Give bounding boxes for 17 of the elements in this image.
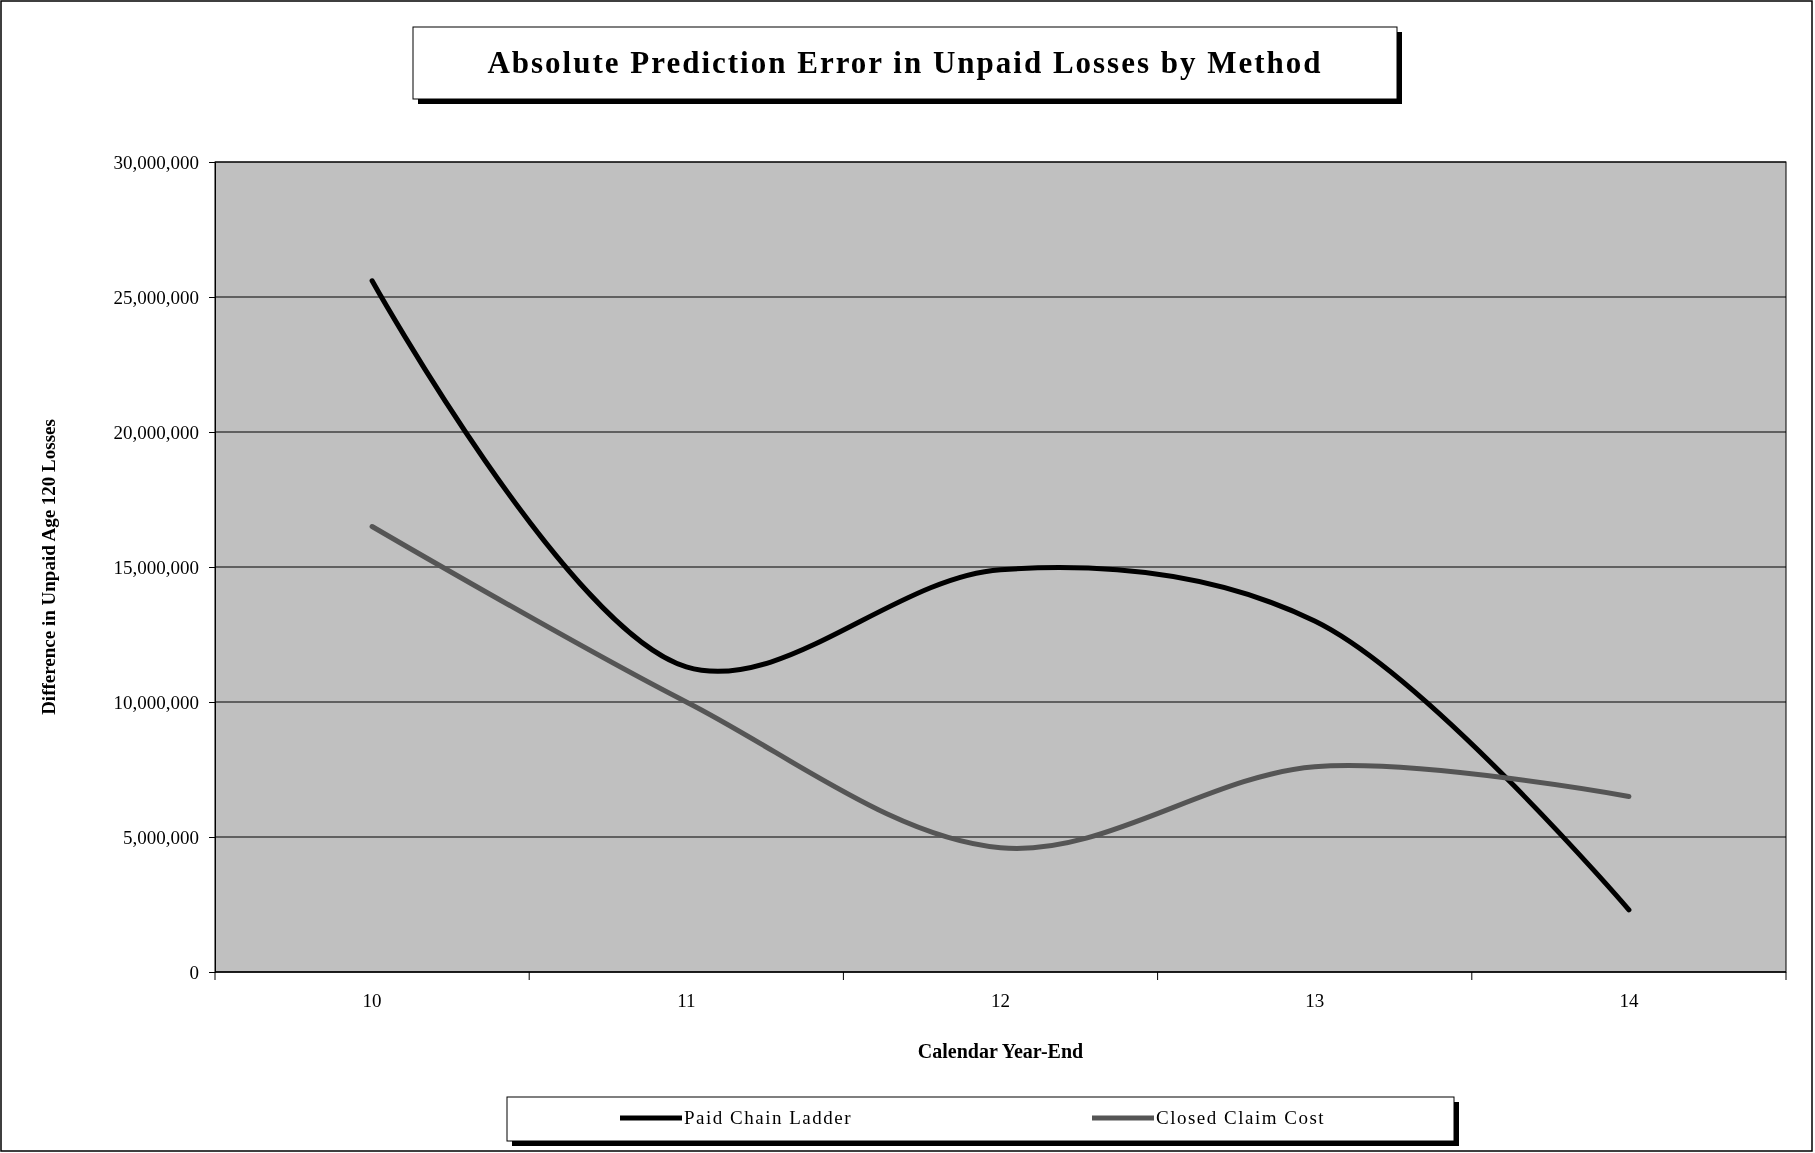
x-tick-label: 13 [1305, 990, 1325, 1012]
y-tick-label: 0 [189, 961, 199, 983]
x-axis-title: Calendar Year-End [917, 1040, 1084, 1062]
x-tick-label: 11 [677, 990, 696, 1012]
x-tick-label: 14 [1619, 990, 1639, 1012]
y-tick-label: 20,000,000 [113, 421, 199, 443]
y-tick-label: 30,000,000 [113, 151, 199, 173]
x-tick-label: 12 [991, 990, 1010, 1012]
y-tick-label: 10,000,000 [113, 691, 199, 713]
chart-title: Absolute Prediction Error in Unpaid Losses by Method [487, 45, 1323, 80]
legend-label: Closed Claim Cost [1156, 1107, 1326, 1128]
legend-label: Paid Chain Ladder [684, 1107, 852, 1128]
y-tick-label: 25,000,000 [113, 286, 199, 308]
y-tick-label: 15,000,000 [113, 556, 199, 578]
y-tick-label: 5,000,000 [123, 826, 199, 848]
y-axis-title: Difference in Unpaid Age 120 Losses [38, 419, 59, 715]
x-tick-label: 10 [362, 990, 382, 1012]
